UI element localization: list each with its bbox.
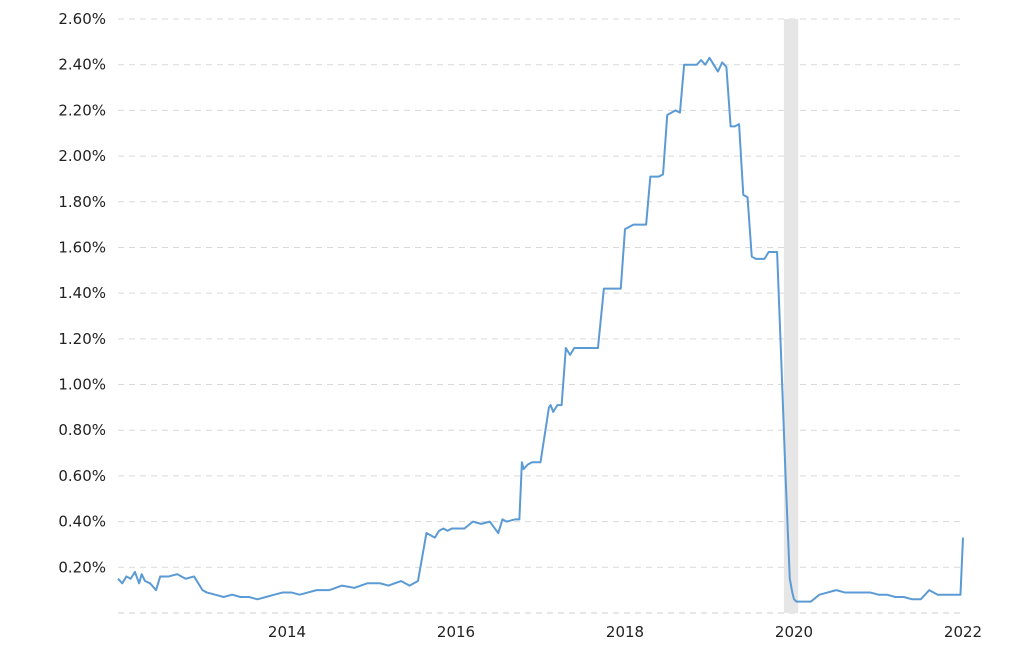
recession-band-layer (783, 19, 799, 613)
series-line (117, 56, 964, 603)
y-tick-label: 1.00% (58, 376, 106, 394)
y-tick-label: 2.00% (58, 147, 106, 165)
x-tick-label: 2018 (606, 623, 644, 641)
x-tick-label: 2014 (268, 623, 306, 641)
y-tick-label: 2.60% (58, 10, 106, 28)
x-tick-label: 2020 (775, 623, 813, 641)
y-tick-label: 0.40% (58, 513, 106, 531)
series-layer (117, 56, 964, 603)
y-axis-labels: 0.20% 0.40% 0.60% 0.80% 1.00% 1.20% 1.40% 1.60%… (58, 10, 106, 576)
y-tick-label: 0.60% (58, 467, 106, 485)
grid-lines (118, 18, 963, 614)
y-tick-label: 2.40% (58, 56, 106, 74)
y-tick-label: 0.80% (58, 421, 106, 439)
recession-band (783, 19, 799, 613)
x-tick-label: 2016 (437, 623, 475, 641)
y-tick-label: 1.80% (58, 193, 106, 211)
y-tick-label: 2.20% (58, 101, 106, 119)
y-tick-label: 1.40% (58, 284, 106, 302)
y-tick-label: 0.20% (58, 558, 106, 576)
x-tick-label: 2022 (944, 623, 982, 641)
y-tick-label: 1.20% (58, 330, 106, 348)
y-tick-label: 1.60% (58, 238, 106, 256)
x-axis-labels: 2014 2016 2018 2020 2022 (268, 623, 982, 641)
